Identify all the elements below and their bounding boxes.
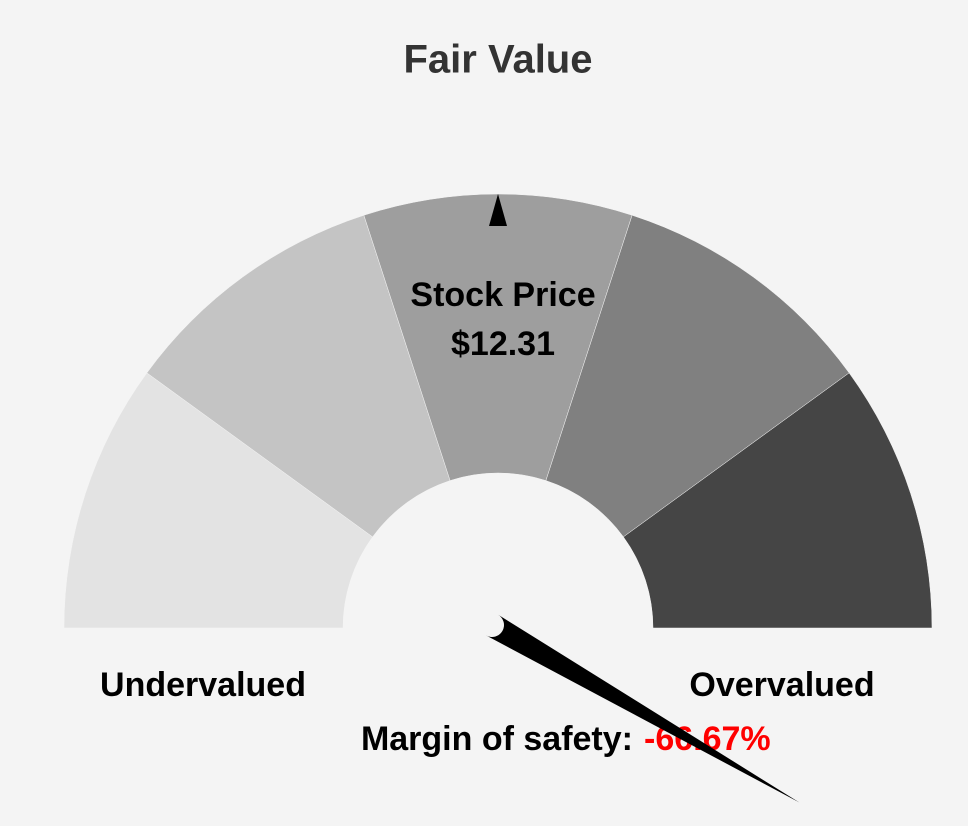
price-value: $12.31 [451,325,555,363]
price-label: Stock Price [410,276,595,314]
gauge-segment [63,372,373,629]
overvalued-label: Overvalued [689,666,874,704]
gauge-segment [545,214,850,538]
margin-label: Margin of safety: [361,720,633,758]
gauge-segment [363,193,633,481]
gauge-segment [146,214,451,538]
needle [485,614,800,803]
undervalued-label: Undervalued [100,666,306,704]
gauge-segment [623,372,933,629]
chart-title: Fair Value [404,38,593,82]
price-pointer [489,194,507,226]
gauge-segments [63,193,933,629]
